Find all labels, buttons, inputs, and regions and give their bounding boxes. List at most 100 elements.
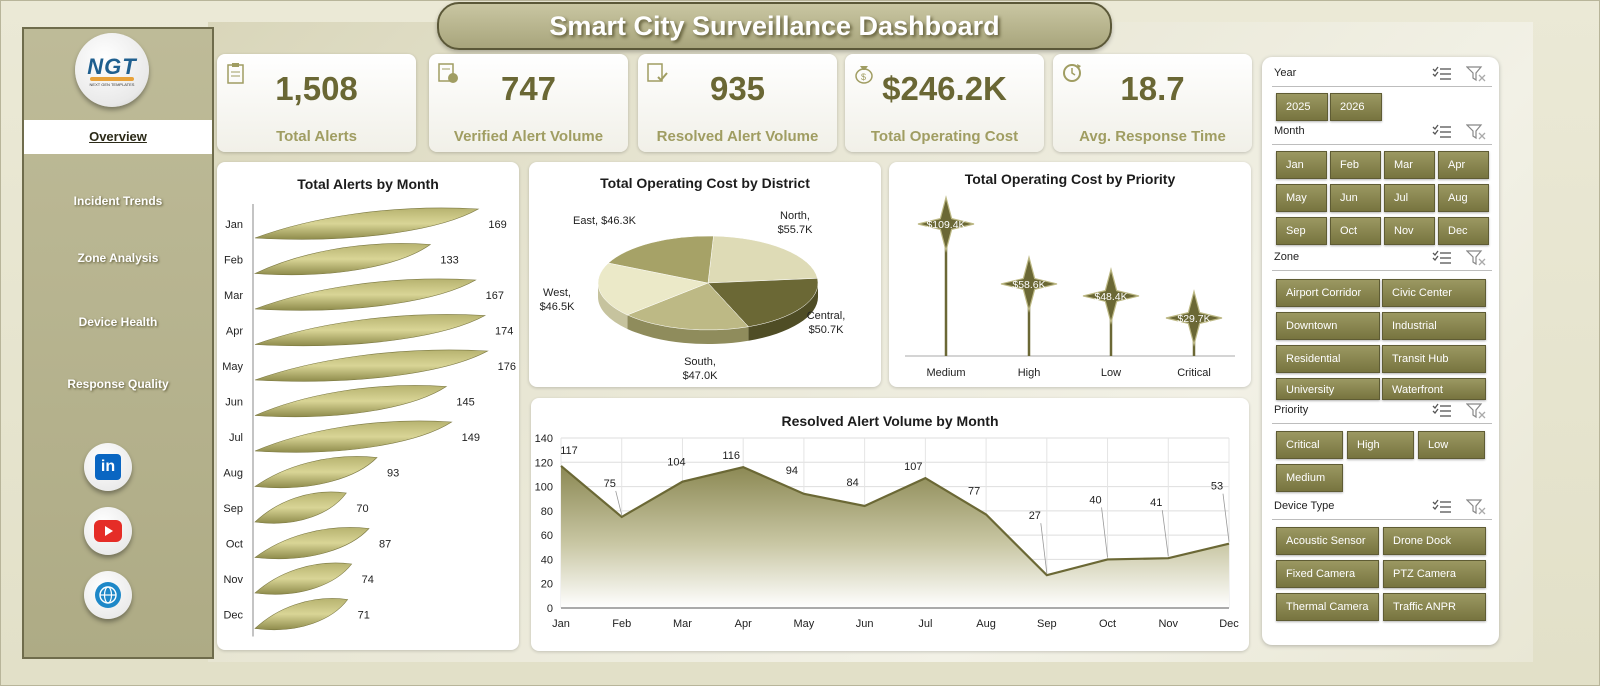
filter-chip-nov[interactable]: Nov	[1384, 217, 1435, 245]
filter-chip-low[interactable]: Low	[1418, 431, 1485, 459]
filter-title: Device Type	[1274, 500, 1335, 512]
filter-chip-dec[interactable]: Dec	[1438, 217, 1489, 245]
dashboard-title: Smart City Surveillance Dashboard	[549, 10, 1000, 41]
label-leader	[1101, 507, 1108, 558]
chart-title: Total Operating Cost by Priority	[964, 171, 1176, 187]
filter-chip-jan[interactable]: Jan	[1276, 151, 1327, 179]
filter-chip-high[interactable]: High	[1347, 431, 1414, 459]
filter-chip-sep[interactable]: Sep	[1276, 217, 1327, 245]
filter-chip-industrial[interactable]: Industrial	[1382, 312, 1486, 340]
pie-value-label: $47.0K	[683, 370, 719, 382]
nav-item-zone-analysis[interactable]: Zone Analysis	[77, 251, 159, 265]
category-label: Medium	[926, 367, 965, 379]
filter-chip-waterfront[interactable]: Waterfront	[1382, 378, 1486, 400]
bar-oct	[254, 527, 370, 560]
filter-chip-medium[interactable]: Medium	[1276, 464, 1343, 492]
pie-label: West,	[543, 287, 571, 299]
bar-mar	[254, 278, 477, 311]
pie-slice-side	[598, 283, 628, 329]
y-tick-label: 100	[535, 482, 553, 494]
clear-filter-icon[interactable]	[1466, 403, 1486, 419]
filter-chip-transit-hub[interactable]: Transit Hub	[1382, 345, 1486, 373]
bar-value-label: 174	[495, 326, 513, 338]
filter-chip-residential[interactable]: Residential	[1276, 345, 1380, 373]
nav-item-overview[interactable]: Overview	[24, 120, 212, 154]
multi-select-icon[interactable]	[1432, 403, 1452, 419]
point-value-label: 53	[1211, 481, 1223, 493]
filter-chip-drone-dock[interactable]: Drone Dock	[1383, 527, 1486, 555]
point-value-label: 84	[847, 477, 859, 489]
kpi-label: Total Alerts	[276, 128, 357, 145]
linkedin-icon: in	[95, 454, 121, 480]
filter-chip-may[interactable]: May	[1276, 184, 1327, 212]
bar-value-label: 133	[440, 255, 458, 267]
multi-select-icon[interactable]	[1432, 124, 1452, 140]
category-label: Critical	[1177, 367, 1211, 379]
kpi-value: 935	[709, 70, 766, 107]
filter-chip-aug[interactable]: Aug	[1438, 184, 1489, 212]
star-marker-high	[1000, 254, 1058, 313]
pie-value-label: $50.7K	[809, 324, 845, 336]
filter-chip-ptz-camera[interactable]: PTZ Camera	[1383, 560, 1486, 588]
category-label: Jul	[229, 432, 243, 444]
filter-chip-jul[interactable]: Jul	[1384, 184, 1435, 212]
filter-chip-traffic-anpr[interactable]: Traffic ANPR	[1383, 593, 1486, 621]
pie-slice-side	[748, 283, 818, 341]
bar-may	[254, 349, 489, 382]
filter-chip-downtown[interactable]: Downtown	[1276, 312, 1380, 340]
logo-swoosh	[90, 76, 134, 81]
filter-chip-2025[interactable]: 2025	[1276, 93, 1328, 121]
kpi-value: 1,508	[275, 70, 358, 107]
resolved-alert-volume-panel: Resolved Alert Volume by Month 0 20 40 60 80…	[531, 398, 1249, 651]
point-value-label: 27	[1029, 510, 1041, 522]
category-label: Mar	[224, 290, 243, 302]
category-label: Apr	[226, 326, 243, 338]
y-tick-label: 60	[541, 530, 553, 542]
filter-chip-thermal-camera[interactable]: Thermal Camera	[1276, 593, 1379, 621]
filter-pane: Year 2025 2026 Month Jan Feb Mar Apr May Jun Jul Au…	[1262, 57, 1499, 645]
clear-filter-icon[interactable]	[1466, 66, 1486, 82]
y-tick-label: 20	[541, 579, 553, 591]
point-value-label: 75	[604, 478, 616, 490]
pie-value-label: $55.7K	[778, 224, 814, 236]
website-button[interactable]	[84, 571, 132, 619]
x-tick-label: Sep	[1037, 618, 1057, 630]
filter-chip-apr[interactable]: Apr	[1438, 151, 1489, 179]
filter-chip-feb[interactable]: Feb	[1330, 151, 1381, 179]
star-marker-medium	[917, 195, 975, 253]
clear-filter-icon[interactable]	[1466, 124, 1486, 140]
x-tick-label: Jun	[856, 618, 874, 630]
point-value-label: 116	[722, 450, 740, 462]
filter-chip-oct[interactable]: Oct	[1330, 217, 1381, 245]
category-label: Sep	[223, 503, 243, 515]
multi-select-icon[interactable]	[1432, 66, 1452, 82]
bar-value-label: 176	[498, 361, 516, 373]
multi-select-icon[interactable]	[1432, 250, 1452, 266]
youtube-icon	[94, 520, 122, 542]
multi-select-icon[interactable]	[1432, 499, 1452, 515]
filter-chip-critical[interactable]: Critical	[1276, 431, 1343, 459]
filter-chip-airport-corridor[interactable]: Airport Corridor	[1276, 279, 1380, 307]
nav-item-device-health[interactable]: Device Health	[78, 315, 158, 329]
sidebar: NGT NEXT GEN TEMPLATES Overview Incident…	[22, 27, 214, 659]
filter-chip-civic-center[interactable]: Civic Center	[1382, 279, 1486, 307]
filter-chip-fixed-camera[interactable]: Fixed Camera	[1276, 560, 1379, 588]
kpi-card-verified-alerts: 747 Verified Alert Volume	[429, 54, 628, 152]
nav-item-incident-trends[interactable]: Incident Trends	[73, 194, 163, 208]
linkedin-label: in	[100, 458, 116, 475]
filter-chip-jun[interactable]: Jun	[1330, 184, 1381, 212]
clear-filter-icon[interactable]	[1466, 499, 1486, 515]
filter-chip-mar[interactable]: Mar	[1384, 151, 1435, 179]
bar-apr	[254, 314, 487, 347]
filter-chip-university[interactable]: University	[1276, 378, 1380, 400]
linkedin-button[interactable]: in	[84, 443, 132, 491]
category-label: Jun	[225, 397, 243, 409]
bar-jul	[254, 420, 453, 453]
bar-value-label: 145	[456, 397, 474, 409]
clear-filter-icon[interactable]	[1466, 250, 1486, 266]
youtube-button[interactable]	[84, 507, 132, 555]
nav-item-response-quality[interactable]: Response Quality	[67, 377, 169, 391]
filter-chip-acoustic-sensor[interactable]: Acoustic Sensor	[1276, 527, 1379, 555]
bar-nov	[254, 562, 353, 595]
filter-chip-2026[interactable]: 2026	[1330, 93, 1382, 121]
